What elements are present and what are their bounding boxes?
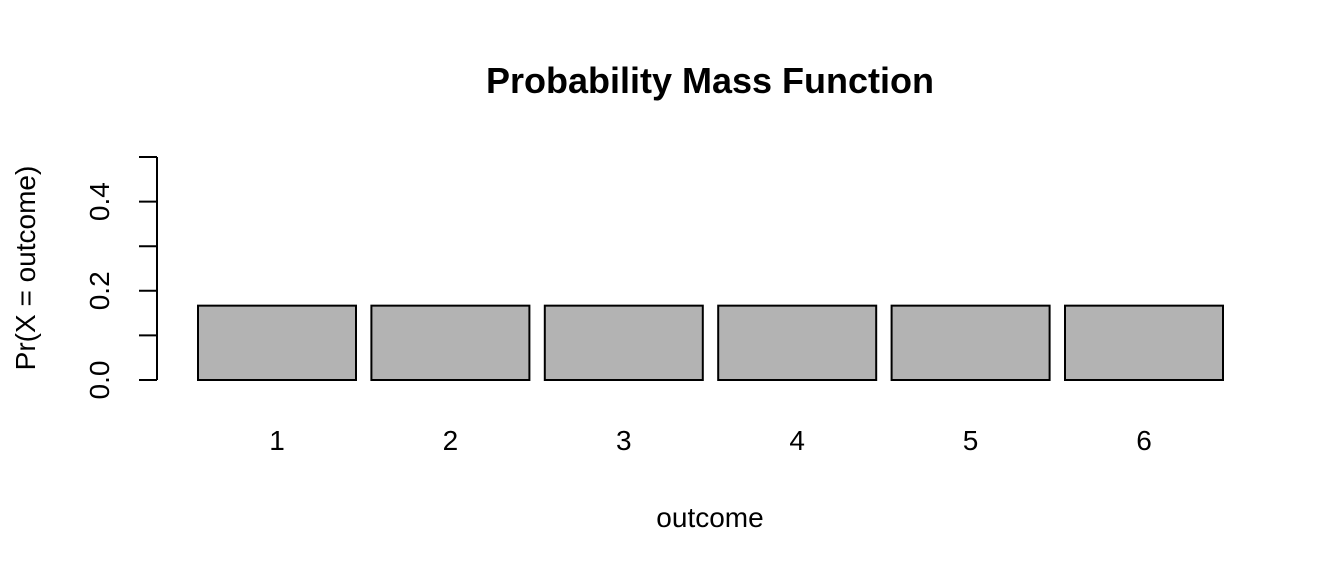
bar-5 <box>890 304 1051 381</box>
x-tick-label: 3 <box>616 425 632 456</box>
bar-2 <box>370 304 531 381</box>
x-axis-label: outcome <box>656 502 763 533</box>
bar-1 <box>197 304 357 381</box>
bar-6 <box>1064 304 1224 381</box>
bars-group <box>197 304 1224 381</box>
x-tick-labels: 1 2 3 4 5 6 <box>269 425 1152 456</box>
bar-4 <box>717 304 878 381</box>
y-axis: 0.0 0.2 0.4 <box>84 156 158 400</box>
x-tick-label: 1 <box>269 425 285 456</box>
y-tick-label: 0.0 <box>84 361 115 400</box>
y-tick-label: 0.4 <box>84 182 115 221</box>
x-tick-label: 6 <box>1136 425 1152 456</box>
chart-title: Probability Mass Function <box>486 60 934 101</box>
y-axis-label: Pr(X = outcome) <box>10 166 41 371</box>
x-tick-label: 5 <box>963 425 979 456</box>
bar-3 <box>543 304 704 381</box>
y-tick-label: 0.2 <box>84 271 115 310</box>
x-tick-label: 4 <box>789 425 805 456</box>
x-tick-label: 2 <box>443 425 459 456</box>
